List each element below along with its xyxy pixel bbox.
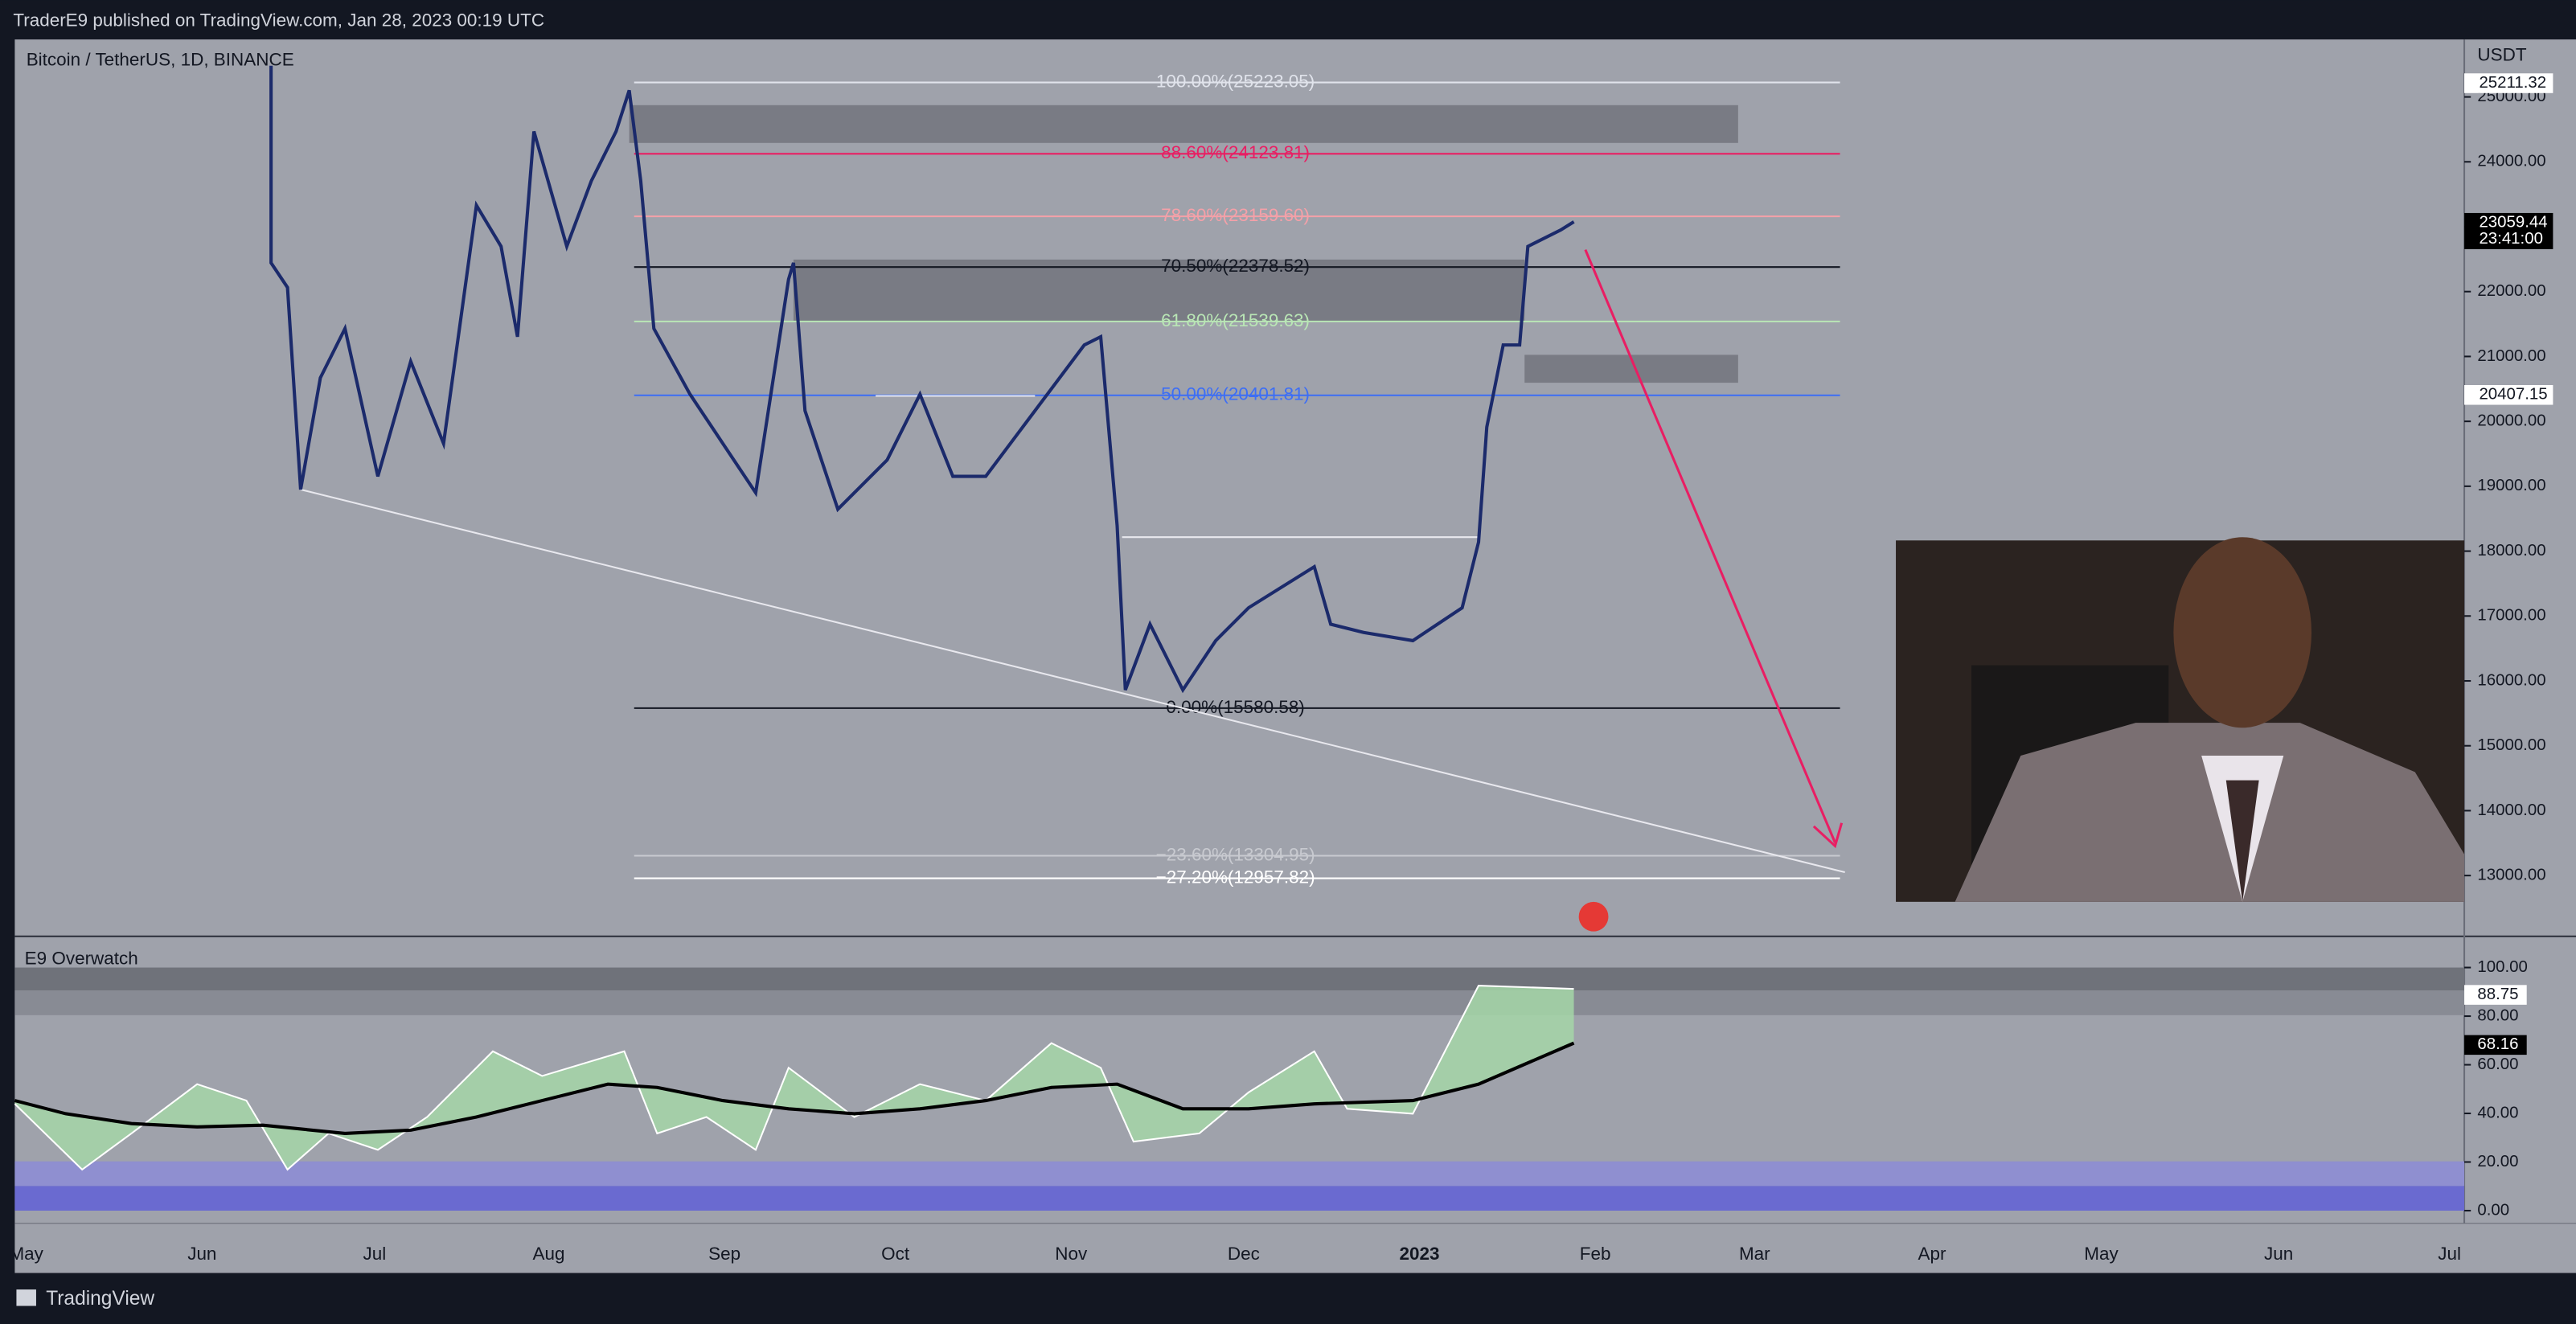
zone — [793, 259, 1525, 322]
fib-label: 88.60%(24123.81) — [1161, 142, 1310, 162]
fib-label: 100.00%(25223.05) — [1156, 72, 1315, 92]
zone — [629, 105, 1738, 143]
fib-label: 61.80%(21539.63) — [1161, 310, 1310, 330]
indicator-label-box — [2464, 985, 2527, 1005]
price-tick-label: 24000.00 — [2477, 153, 2545, 170]
price-label: 25211.32 — [2479, 74, 2546, 92]
indicator-label: 68.16 — [2477, 1035, 2518, 1053]
fib-label: 0.00%(15580.58) — [1166, 697, 1304, 717]
price-tick-label: 15000.00 — [2477, 736, 2545, 754]
time-label: 2023 — [1399, 1244, 1439, 1264]
time-label: Mar — [1739, 1244, 1770, 1264]
fib-label: 70.50%(22378.52) — [1161, 256, 1310, 276]
price-tick-label: 14000.00 — [2477, 801, 2545, 819]
indicator-tick-label: 100.00 — [2477, 958, 2527, 976]
time-label: Aug — [532, 1244, 564, 1264]
time-label: Apr — [1918, 1244, 1946, 1264]
time-axis-bg — [14, 1224, 2576, 1273]
time-label: Dec — [1228, 1244, 1260, 1264]
oscillator-fill — [14, 986, 1574, 1170]
fib-label: −27.20%(12957.82) — [1156, 867, 1315, 887]
os-band — [14, 1161, 2465, 1187]
tie — [2225, 780, 2259, 902]
time-label: May — [9, 1244, 43, 1264]
brand: TradingView — [46, 1288, 154, 1310]
trendline — [300, 488, 1845, 874]
suit — [1955, 723, 2465, 902]
os-band — [14, 1186, 2465, 1211]
price-tick-label: 21000.00 — [2477, 347, 2545, 365]
ob-band — [14, 990, 2465, 1015]
event-icon — [1578, 901, 1609, 932]
currency: USDT — [2477, 44, 2526, 64]
time-label: Jul — [363, 1244, 387, 1264]
price-tick-label: 22000.00 — [2477, 282, 2545, 300]
arrow — [1584, 249, 1836, 843]
video-overlay — [1896, 537, 2465, 902]
indicator-tick-label: 20.00 — [2477, 1153, 2518, 1170]
price-label-box — [2464, 385, 2553, 405]
oscillator — [14, 984, 1574, 1171]
indicator-tick-label: 60.00 — [2477, 1056, 2518, 1073]
symbol: Bitcoin / TetherUS, 1D, BINANCE — [27, 50, 294, 70]
indicator-label-box — [2464, 1035, 2527, 1056]
price-label-box — [2464, 212, 2553, 249]
time-label: Jun — [187, 1244, 216, 1264]
fib-label: 78.60%(23159.60) — [1161, 205, 1310, 225]
time-label: Feb — [1580, 1244, 1611, 1264]
signal — [14, 1041, 1575, 1135]
indicator-tick-label: 80.00 — [2477, 1006, 2518, 1024]
price-tick-label: 19000.00 — [2477, 477, 2545, 494]
logo — [16, 1289, 36, 1306]
footer — [0, 1273, 2576, 1324]
fib-label: −23.60%(13304.95) — [1156, 844, 1315, 864]
indicator-label: 88.75 — [2477, 986, 2518, 1003]
time-label: May — [2084, 1244, 2119, 1264]
countdown: 23:41:00 — [2479, 230, 2543, 248]
indicator-tick-label: 40.00 — [2477, 1104, 2518, 1121]
price-tick-label: 18000.00 — [2477, 542, 2545, 560]
time-label: Jul — [2438, 1244, 2461, 1264]
price-path — [269, 65, 1575, 694]
time-label: Oct — [881, 1244, 910, 1264]
price-tick-label: 13000.00 — [2477, 867, 2545, 884]
price-label-box — [2464, 73, 2553, 93]
price-label: 20407.15 — [2479, 386, 2547, 404]
price-tick-label: 17000.00 — [2477, 607, 2545, 625]
price-tick-label: 16000.00 — [2477, 671, 2545, 689]
indicator-tick-label: 0.00 — [2477, 1201, 2509, 1219]
publisher: TraderE9 published on TradingView.com, J… — [13, 10, 544, 31]
arrow-head — [1812, 822, 1844, 849]
fib-label: 50.00%(20401.81) — [1161, 384, 1310, 404]
time-label: Jun — [2264, 1244, 2293, 1264]
price-label: 23059.44 — [2479, 214, 2547, 232]
ob-band — [14, 967, 2465, 991]
time-label: Sep — [708, 1244, 740, 1264]
time-label: Nov — [1055, 1244, 1088, 1264]
face — [2173, 537, 2312, 728]
price-tick-label: 20000.00 — [2477, 412, 2545, 430]
indicator-name: E9 Overwatch — [25, 948, 138, 968]
